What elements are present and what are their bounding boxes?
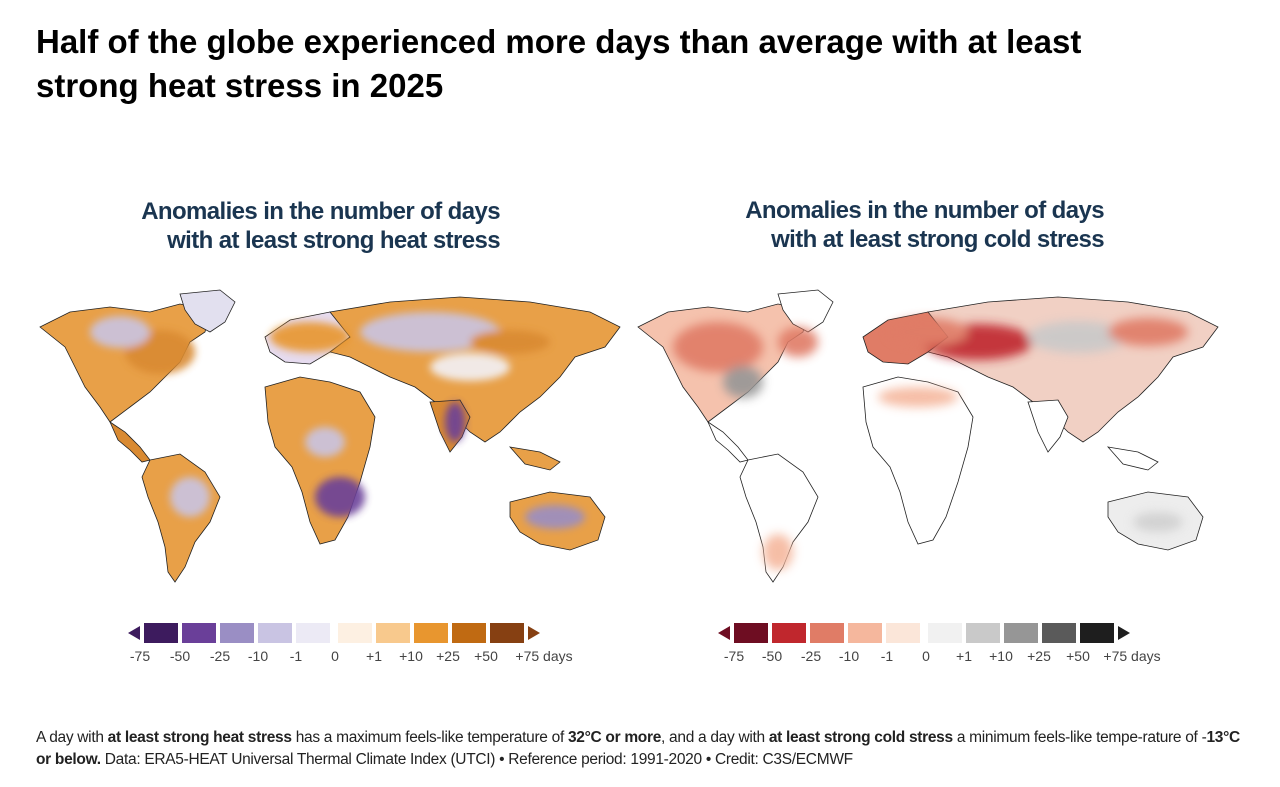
se-asia [1106, 446, 1159, 471]
cold-title-line2: with at least strong cold stress [771, 226, 1104, 253]
footnote-text: A day with [36, 729, 108, 746]
heat-swatch [376, 623, 410, 643]
cold-legend-high-arrow [1118, 626, 1130, 640]
footnote-bold: at least strong heat stress [107, 729, 292, 746]
footnote-bold: 13°C or below. [36, 729, 1240, 768]
heat-swatch [144, 623, 178, 643]
cold-swatch [886, 623, 920, 643]
legend-tick: -75 [723, 648, 745, 664]
heat-panel-title: Anomalies in the number of days with at … [0, 197, 500, 255]
legend-tick: +75 days [1103, 648, 1161, 664]
legend-tick: +50 [1066, 648, 1090, 664]
heat-swatch [338, 623, 372, 643]
cold-swatch [1004, 623, 1038, 643]
footnote-text: has a maximum feels-like temperature of [291, 729, 568, 746]
cold-swatch [1080, 623, 1114, 643]
heat-swatch [258, 623, 292, 643]
heat-legend-high-arrow [528, 626, 540, 640]
cold-legend-low-arrow [718, 626, 730, 640]
africa [264, 376, 376, 545]
legend-tick: -1 [289, 648, 303, 664]
legend-tick: -10 [838, 648, 860, 664]
footnote: A day with at least strong heat stress h… [36, 727, 1246, 771]
footnote-text: Data: ERA5-HEAT Universal Thermal Climat… [100, 751, 853, 768]
central-america [109, 420, 151, 463]
se-asia [508, 446, 561, 471]
heat-legend-bar [126, 623, 546, 643]
greenland [777, 289, 834, 333]
greenland [179, 289, 236, 333]
cold-swatch [810, 623, 844, 643]
heat-swatch [296, 623, 330, 643]
central-america [707, 420, 749, 463]
heat-title-line2: with at least strong heat stress [167, 227, 501, 254]
heat-swatch [490, 623, 524, 643]
cold-stress-map [637, 289, 1219, 583]
legend-tick: -1 [880, 648, 894, 664]
heat-swatch [452, 623, 486, 643]
legend-tick: +25 [1027, 648, 1051, 664]
legend-tick: -25 [800, 648, 822, 664]
footnote-bold: 32°C or more [567, 729, 662, 746]
cold-swatch [772, 623, 806, 643]
legend-tick: +25 [436, 648, 460, 664]
cold-swatch [1042, 623, 1076, 643]
legend-tick: -50 [169, 648, 191, 664]
page-title: Half of the globe experienced more days … [36, 23, 1082, 104]
south-america [739, 453, 819, 583]
legend-tick: 0 [331, 648, 339, 664]
legend-tick: +75 days [515, 648, 573, 664]
footnote-bold: at least strong cold stress [768, 729, 953, 746]
cold-legend-bar [716, 623, 1136, 643]
heat-swatch [182, 623, 216, 643]
legend-tick: -10 [247, 648, 269, 664]
cold-swatch [848, 623, 882, 643]
heat-title-line1: Anomalies in the number of days [141, 198, 500, 225]
footnote-text: a minimum feels-like tempe-rature of - [952, 729, 1207, 746]
legend-tick: 0 [922, 648, 930, 664]
legend-tick: +10 [989, 648, 1013, 664]
legend-tick: +1 [366, 648, 382, 664]
footnote-text: , and a day with [661, 729, 769, 746]
legend-tick: +50 [474, 648, 498, 664]
legend-tick: -75 [129, 648, 151, 664]
heat-anomaly-patches [90, 312, 585, 529]
cold-legend: -75 -50 -25 -10 -1 0 +1 +10 +25 +50 +75 … [716, 620, 1176, 670]
heat-swatch [220, 623, 254, 643]
legend-tick: -50 [761, 648, 783, 664]
africa [862, 376, 974, 545]
legend-tick: -25 [209, 648, 231, 664]
cold-swatch [928, 623, 962, 643]
south-america [141, 453, 221, 583]
heat-swatch [414, 623, 448, 643]
heat-legend: -75 -50 -25 -10 -1 0 +1 +10 +25 +50 +75 … [126, 620, 586, 670]
cold-swatch [734, 623, 768, 643]
cold-swatch [966, 623, 1000, 643]
legend-tick: +1 [956, 648, 972, 664]
cold-anomaly-patches [673, 318, 1188, 570]
heat-stress-map [39, 289, 621, 583]
india [1027, 399, 1069, 453]
legend-tick: +10 [399, 648, 423, 664]
heat-legend-low-arrow [128, 626, 140, 640]
cold-title-line1: Anomalies in the number of days [745, 197, 1104, 224]
cold-panel-title: Anomalies in the number of days with at … [604, 196, 1104, 254]
